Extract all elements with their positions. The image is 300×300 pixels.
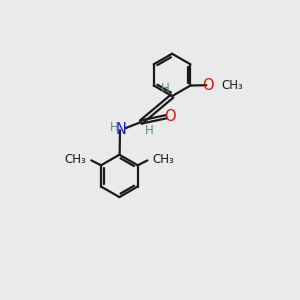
Text: O: O xyxy=(164,109,176,124)
Text: N: N xyxy=(116,122,127,137)
Text: CH₃: CH₃ xyxy=(64,153,86,166)
Text: H: H xyxy=(161,82,170,94)
Text: H: H xyxy=(145,124,153,136)
Text: CH₃: CH₃ xyxy=(153,153,175,166)
Text: CH₃: CH₃ xyxy=(221,79,243,92)
Text: H: H xyxy=(110,122,118,134)
Text: O: O xyxy=(202,78,214,93)
